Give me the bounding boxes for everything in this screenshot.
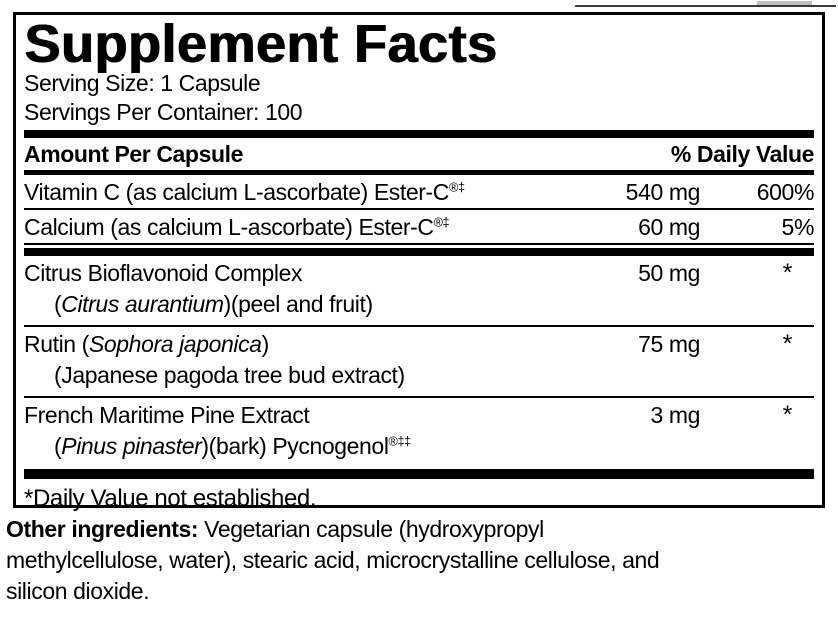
ingredient-name-text: Vitamin C (as calcium L-ascorbate) Ester… [24,179,450,205]
daily-value: 5% [781,214,815,240]
subline-text: ( [54,433,62,459]
divider-thick-bottom [24,469,814,479]
other-ingredients: Other ingredients: Vegetarian capsule (h… [6,514,834,607]
servings-per-container: Servings Per Container: 100 [24,99,303,125]
amount-value: 75 mg [638,331,700,357]
subline-text: )(bark) Pycnogenol [201,433,389,459]
table-row: French Maritime Pine Extract 3 mg * [24,398,814,431]
table-row: Rutin (Sophora japonica) 75 mg * [24,327,814,360]
daily-value-footnote: *Daily Value not established. [24,485,317,512]
table-row-group: Rutin (Sophora japonica) 75 mg * (Japane… [24,327,814,398]
column-header-amount: Amount Per Capsule [24,141,244,167]
serving-size: Serving Size: 1 Capsule [24,70,261,96]
other-ingredients-label: Other ingredients: [6,516,199,542]
botanical-name: Citrus aurantium [61,291,224,317]
other-ingredients-text: methylcellulose, water), stearic acid, m… [6,547,660,573]
daily-value-asterisk: * [782,401,793,429]
ingredient-name-text: ) [261,331,270,357]
ingredient-name: Calcium (as calcium L-ascorbate) Ester-C… [24,214,550,240]
amount-value: 60 mg [638,214,700,240]
trademark-symbols: ®‡‡ [388,434,412,449]
ingredient-name: Citrus Bioflavonoid Complex [24,260,303,286]
trademark-symbols: ®‡ [433,215,450,230]
amount-value: 50 mg [638,260,700,286]
daily-value: 600% [756,179,815,205]
ingredient-name-text: Calcium (as calcium L-ascorbate) Ester-C [24,214,434,240]
ingredient-name: Rutin (Sophora japonica) [24,331,550,357]
amount-value: 540 mg [625,179,701,205]
table-row: Vitamin C (as calcium L-ascorbate) Ester… [24,175,814,210]
subline-text: ( [54,291,62,317]
table-row-group: French Maritime Pine Extract 3 mg * (Pin… [24,398,814,467]
ingredient-name: French Maritime Pine Extract [24,402,310,428]
divider-thick-top [24,130,814,138]
ingredient-name: Vitamin C (as calcium L-ascorbate) Ester… [24,179,550,205]
botanical-name: Pinus pinaster [61,433,202,459]
scan-artifact-smudge [757,1,812,5]
scan-artifact-line [575,5,836,7]
other-ingredients-text: Vegetarian capsule (hydroxypropyl [198,516,544,542]
table-header-row: Amount Per Capsule % Daily Value [24,138,814,170]
divider-medium-header [24,170,814,175]
ingredient-subline: (Citrus aurantium)(peel and fruit) [24,289,814,325]
ingredient-name-text: Rutin ( [24,331,89,357]
table-row-group: Citrus Bioflavonoid Complex 50 mg * (Cit… [24,256,814,327]
column-header-daily-value: % Daily Value [670,141,815,167]
supplement-facts-panel: Supplement Facts Serving Size: 1 Capsule… [13,12,825,512]
botanical-name: Sophora japonica [88,331,262,357]
subline-text: )(peel and fruit) [223,291,374,317]
ingredient-subline: (Pinus pinaster)(bark) Pycnogenol®‡‡ [24,431,814,467]
amount-value: 3 mg [650,402,700,428]
daily-value-asterisk: * [782,330,793,358]
other-ingredients-text: silicon dioxide. [6,578,150,604]
daily-value-asterisk: * [782,259,793,287]
trademark-symbols: ®‡ [449,180,465,195]
table-row: Calcium (as calcium L-ascorbate) Ester-C… [24,210,814,245]
table-row: Citrus Bioflavonoid Complex 50 mg * [24,256,814,289]
ingredient-subline: (Japanese pagoda tree bud extract) [54,362,405,388]
divider-thick-middle [24,248,814,256]
panel-title: Supplement Facts [24,14,498,74]
